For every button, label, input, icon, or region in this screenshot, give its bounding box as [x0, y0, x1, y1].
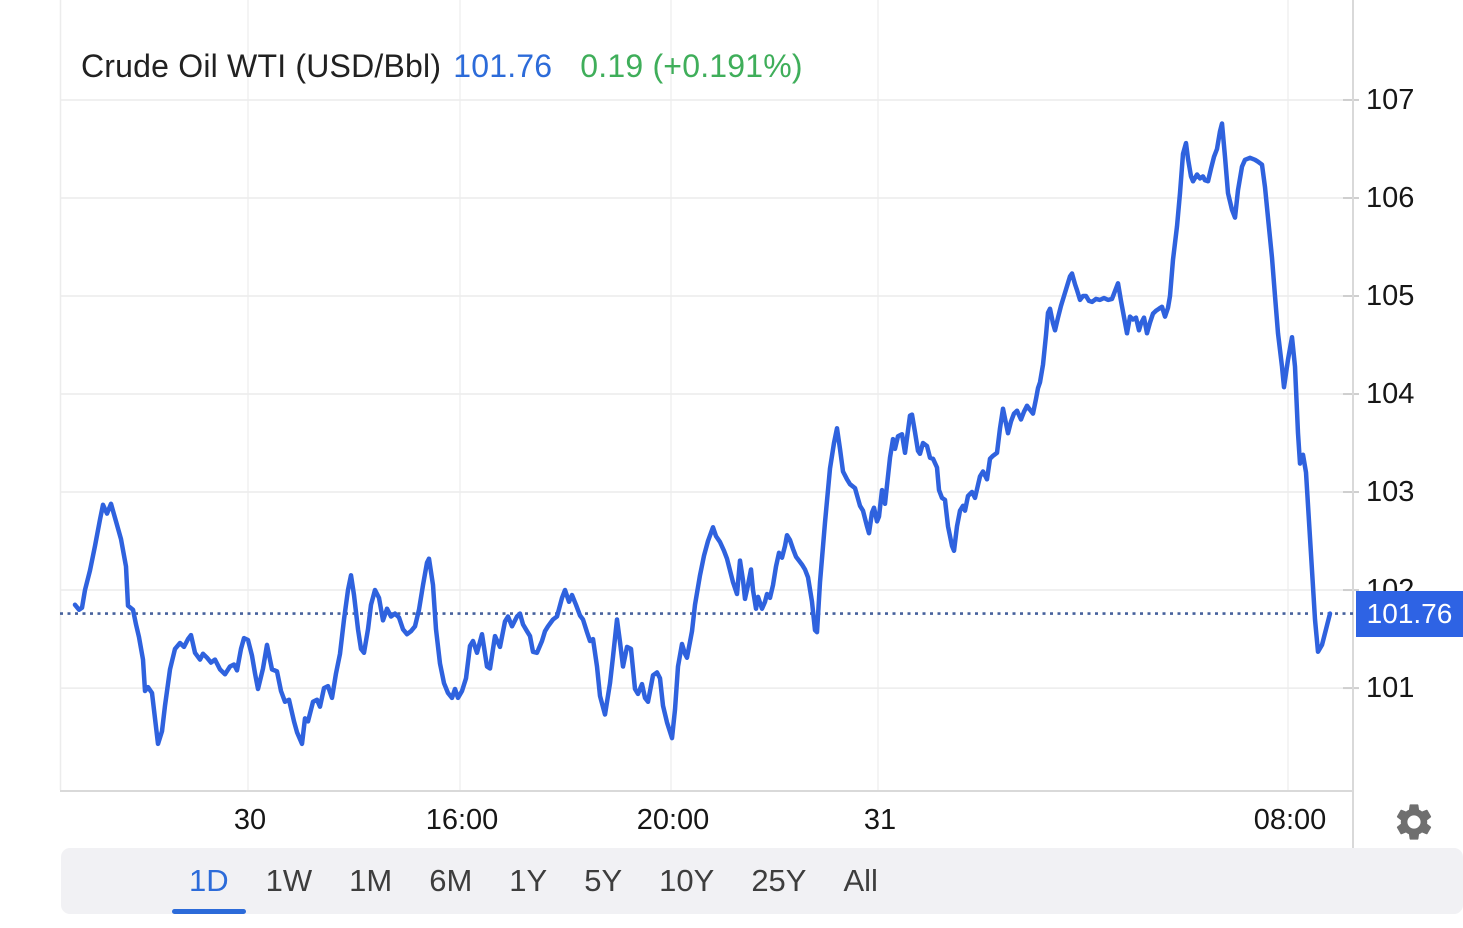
chart-header: Crude Oil WTI (USD/Bbl) 101.76 0.19 (+0.19… [81, 48, 803, 85]
x-axis-label: 16:00 [425, 804, 499, 836]
x-axis-label: 20:00 [636, 804, 710, 836]
tab-6m[interactable]: 6M [429, 863, 473, 898]
chart-title: Crude Oil WTI (USD/Bbl) [81, 48, 442, 84]
tab-all[interactable]: All [843, 863, 878, 898]
tab-1m[interactable]: 1M [349, 863, 393, 898]
price-change: 0.19 (+0.191%) [580, 48, 803, 84]
tab-10y[interactable]: 10Y [659, 863, 715, 898]
x-axis-label: 30 [233, 804, 267, 836]
x-axis-label: 08:00 [1253, 804, 1327, 836]
y-axis-label: 101 [1366, 672, 1415, 705]
price-line [72, 121, 1333, 747]
tab-25y[interactable]: 25Y [751, 863, 807, 898]
settings-button[interactable] [1392, 800, 1436, 844]
range-toolbar: 1D 1W 1M 6M 1Y 5Y 10Y 25Y All [61, 848, 1463, 914]
y-axis-label: 104 [1366, 378, 1415, 411]
chart-area[interactable] [0, 0, 1463, 850]
current-price-badge: 101.76 [1356, 590, 1463, 637]
tab-1y[interactable]: 1Y [509, 863, 548, 898]
tab-1d[interactable]: 1D [172, 848, 246, 914]
x-axis-label: 31 [863, 804, 897, 836]
y-axis-label: 103 [1366, 476, 1415, 509]
y-axis-label: 106 [1366, 181, 1415, 214]
gear-icon [1392, 804, 1436, 847]
tab-1w[interactable]: 1W [265, 863, 313, 898]
last-price: 101.76 [453, 48, 553, 84]
tab-5y[interactable]: 5Y [584, 863, 623, 898]
y-axis-label: 107 [1366, 83, 1415, 116]
y-axis-label: 105 [1366, 280, 1415, 312]
